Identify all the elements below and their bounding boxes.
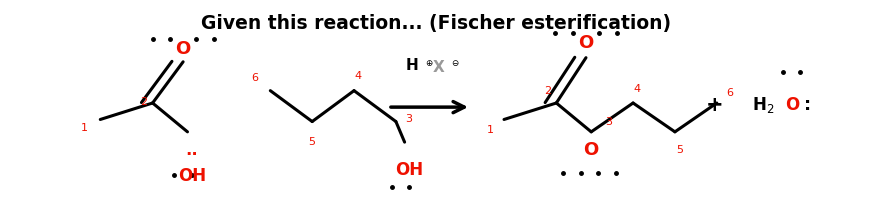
Text: $^{\ominus}$: $^{\ominus}$ xyxy=(452,59,460,73)
Text: 1: 1 xyxy=(81,123,88,133)
Text: O: O xyxy=(578,34,594,52)
Text: H$_2$: H$_2$ xyxy=(752,95,774,115)
Text: ··
OH: ·· OH xyxy=(178,146,206,185)
Text: O: O xyxy=(175,40,191,59)
Text: H: H xyxy=(405,59,419,73)
Text: OH: OH xyxy=(395,161,423,179)
Text: 3: 3 xyxy=(605,117,612,126)
Text: O: O xyxy=(785,96,799,114)
Text: 3: 3 xyxy=(405,115,412,124)
Text: X: X xyxy=(433,61,444,75)
Text: 4: 4 xyxy=(355,71,362,81)
Text: 6: 6 xyxy=(251,73,258,83)
Text: 5: 5 xyxy=(309,137,316,147)
Text: Given this reaction... (Fischer esterification): Given this reaction... (Fischer esterifi… xyxy=(201,14,671,33)
Text: $^{\oplus}$: $^{\oplus}$ xyxy=(426,59,433,73)
Text: :: : xyxy=(804,96,811,114)
Text: 2: 2 xyxy=(544,86,551,96)
Text: 1: 1 xyxy=(487,125,494,135)
Text: 6: 6 xyxy=(726,88,733,98)
Text: 5: 5 xyxy=(676,145,683,155)
Text: O: O xyxy=(583,141,599,159)
Text: 4: 4 xyxy=(634,84,641,94)
Text: +: + xyxy=(706,95,724,115)
Text: 2: 2 xyxy=(140,97,147,107)
